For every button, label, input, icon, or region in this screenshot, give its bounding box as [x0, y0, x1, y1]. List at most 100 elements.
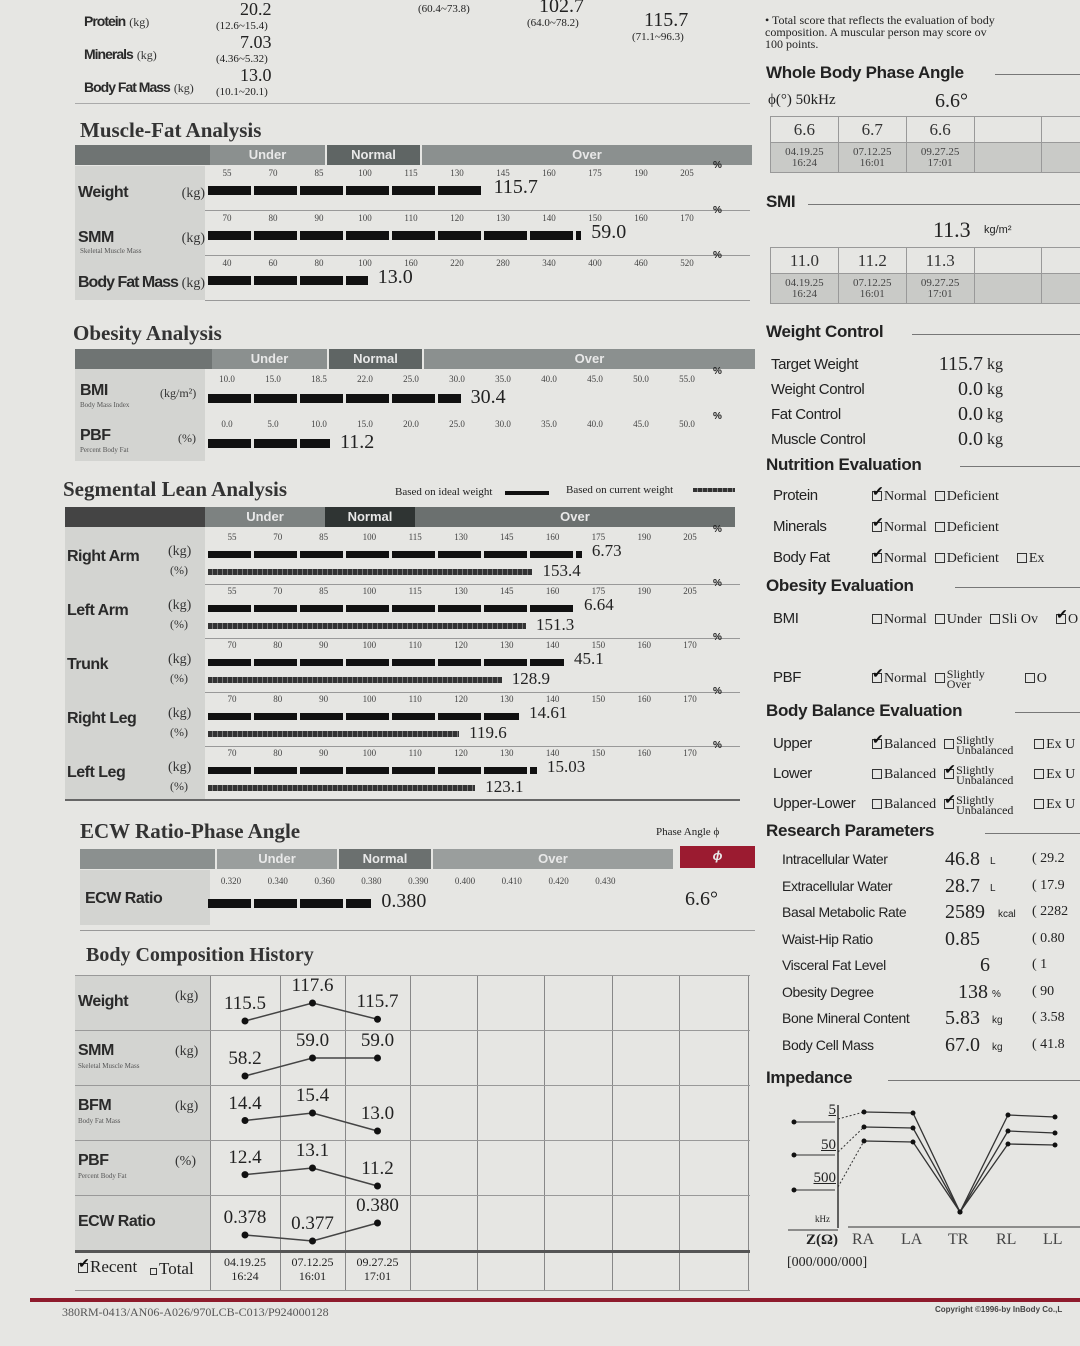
balance-option[interactable]: Balanced [872, 767, 936, 783]
section-title-history: Body Composition History [86, 944, 314, 966]
history-date: 04.19.25 16:24 [770, 273, 839, 304]
impedance-point [910, 1139, 916, 1145]
balance-option[interactable]: Ex U [1034, 797, 1075, 813]
percent-sign: % [713, 411, 722, 422]
impedance-line [863, 1140, 914, 1143]
heading-rule [912, 334, 1080, 335]
scale-tick-label: 100 [358, 258, 372, 268]
band-over: Over [424, 349, 755, 369]
grid-vline [748, 975, 749, 1290]
nutrition-option[interactable]: Normal [872, 484, 927, 505]
segment-unit-kg: (kg) [168, 706, 192, 721]
level-bar [208, 276, 368, 285]
obesity_eval-option[interactable]: O [1055, 607, 1078, 628]
row-unit: (kg) [181, 186, 205, 201]
segment-kg-value: 15.03 [547, 757, 586, 776]
pct-level-bar [208, 569, 533, 575]
research-label: Obesity Degree [782, 983, 874, 1000]
obesity_eval-option[interactable]: Under [934, 612, 982, 628]
impedance-line [959, 1130, 1009, 1213]
obesity_eval-option[interactable]: O [1024, 671, 1047, 687]
scale-tick-label: 150 [588, 213, 602, 223]
history-point [309, 1109, 316, 1117]
nutrition-option[interactable]: Deficient [934, 520, 999, 536]
scale-tick-label: 0.380 [361, 876, 382, 886]
segment-kg-value: 45.1 [574, 649, 604, 668]
nutrition-option-label: Deficient [946, 489, 999, 504]
scale-tick-label: 70 [222, 213, 232, 223]
nutrition-heading: Nutrition Evaluation [766, 455, 922, 474]
impedance-point [861, 1109, 867, 1115]
balance-option[interactable]: Balanced [872, 797, 936, 813]
nutrition-option[interactable]: Normal [872, 546, 927, 567]
scale-tick-label: 160 [545, 586, 560, 596]
obesity_eval-option[interactable]: Slightly Over [934, 668, 1007, 690]
row-divider [205, 300, 750, 301]
history-point [374, 1219, 381, 1227]
recent-toggle[interactable]: Recent [78, 1256, 137, 1277]
date: 07.12.25 [853, 145, 892, 158]
scale-tick-label: 175 [591, 532, 606, 542]
total-toggle[interactable]: Total [150, 1259, 194, 1279]
balance-option[interactable]: Slightly Unbalanced [944, 762, 1016, 786]
research-unit: L [990, 856, 996, 867]
nutrition-row-label: Protein [773, 487, 818, 504]
impedance-point [957, 1209, 963, 1215]
impedance-segment-label: LA [901, 1231, 923, 1248]
scale-tick-label: 115 [408, 532, 422, 542]
weight-control-label: Target Weight [771, 356, 859, 373]
balance-option[interactable]: Balanced [872, 732, 936, 753]
scale-tick-label: 80 [273, 640, 283, 650]
scale-tick-label: 145 [500, 586, 514, 596]
nutrition-option[interactable]: Normal [872, 515, 927, 536]
scale-tick-label: 45.0 [587, 374, 603, 384]
heading-rule [955, 587, 1080, 588]
score-note: • Total score that reflects the evaluati… [765, 13, 995, 27]
balance-row-label: Upper-Lower [773, 795, 856, 812]
nutrition-option[interactable]: Ex [1016, 551, 1044, 567]
row-divider [205, 584, 740, 585]
checkbox-icon [1034, 739, 1045, 750]
scale-tick-label: 220 [450, 258, 464, 268]
level-bar [208, 439, 331, 448]
obesity_eval-option[interactable]: Normal [872, 612, 927, 628]
scale-tick-label: 160 [637, 694, 651, 704]
scale-tick-label: 130 [500, 640, 514, 650]
scale-tick-label: 160 [542, 168, 556, 178]
nutrition-option[interactable]: Deficient [934, 551, 999, 567]
history-row-sublabel: Skeletal Muscle Mass [78, 1062, 140, 1070]
research-label: Bone Mineral Content [782, 1010, 910, 1026]
score-note: 100 points. [765, 37, 819, 51]
history-value: 14.4 [228, 1092, 262, 1114]
history-point [241, 1017, 249, 1025]
segment-pct-value: 128.9 [511, 669, 550, 688]
impedance-connector [837, 1126, 865, 1153]
scale-tick-label: 55 [227, 586, 237, 596]
history-value: 6.7 [837, 116, 907, 143]
impedance-point [957, 1209, 963, 1215]
scale-tick-label: 0.320 [220, 876, 242, 886]
weight-control-unit: kg [987, 381, 1003, 398]
impedance-line [863, 1111, 914, 1114]
scale-tick-label: 40.0 [541, 374, 557, 384]
balance-option[interactable]: Ex U [1034, 737, 1075, 753]
history-value [1041, 247, 1080, 274]
impedance-segment-label: RA [852, 1231, 875, 1248]
checkbox-icon [1024, 673, 1035, 684]
impedance-freq-label: 500 [813, 1170, 837, 1186]
checkbox-icon [872, 484, 884, 501]
weight-control-value: 0.0 [958, 428, 983, 450]
obesity_eval-option[interactable]: Normal [872, 666, 927, 687]
balance-option[interactable]: Slightly Unbalanced [944, 792, 1016, 816]
checkbox-icon [872, 546, 884, 563]
checkbox-icon [934, 553, 945, 563]
nutrition-option[interactable]: Deficient [934, 489, 999, 505]
impedance-heading: Impedance [766, 1068, 853, 1087]
balance-option[interactable]: Slightly Unbalanced [944, 734, 1016, 756]
weight-control-value: 0.0 [958, 378, 983, 400]
percent-sign: % [713, 686, 722, 697]
obesity_eval-option[interactable]: Sli Ov [989, 612, 1038, 628]
time: 16:01 [859, 287, 885, 300]
balance-option[interactable]: Ex U [1034, 767, 1075, 783]
scale-tick-label: 90 [314, 213, 324, 223]
